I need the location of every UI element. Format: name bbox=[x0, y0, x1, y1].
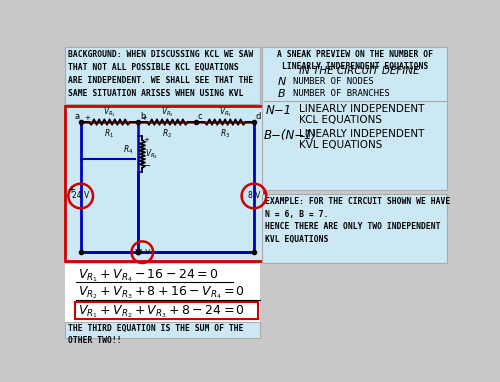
Text: 8 V: 8 V bbox=[248, 191, 260, 201]
FancyBboxPatch shape bbox=[66, 47, 260, 104]
Text: b: b bbox=[140, 112, 145, 121]
Text: NUMBER OF NODES: NUMBER OF NODES bbox=[293, 78, 374, 86]
Text: $V_{R_2} + V_{R_3} + 8 + 16 - V_{R_4} = 0$: $V_{R_2} + V_{R_3} + 8 + 16 - V_{R_4} = … bbox=[78, 285, 244, 301]
Text: $V_{R_1}$: $V_{R_1}$ bbox=[103, 105, 116, 119]
Text: $V_{R_4}$: $V_{R_4}$ bbox=[144, 147, 158, 161]
Text: KCL EQUATIONS: KCL EQUATIONS bbox=[298, 115, 382, 125]
Text: 24 V: 24 V bbox=[72, 191, 90, 201]
Text: LINEARLY INDEPENDENT: LINEARLY INDEPENDENT bbox=[298, 129, 424, 139]
Text: $V_{R_1} + V_{R_4} - 16 - 24 = 0$: $V_{R_1} + V_{R_4} - 16 - 24 = 0$ bbox=[78, 268, 218, 284]
Text: IN THE CIRCUIT DEFINE: IN THE CIRCUIT DEFINE bbox=[298, 66, 419, 76]
Text: $R_1$: $R_1$ bbox=[104, 128, 115, 140]
Text: NUMBER OF BRANCHES: NUMBER OF BRANCHES bbox=[293, 89, 390, 98]
Text: $R_3$: $R_3$ bbox=[220, 128, 230, 140]
Text: 16 V: 16 V bbox=[134, 249, 150, 255]
Text: +: + bbox=[84, 115, 90, 121]
FancyBboxPatch shape bbox=[262, 194, 447, 263]
Text: B: B bbox=[278, 89, 285, 99]
Text: N: N bbox=[278, 78, 286, 87]
Text: B−(N−1): B−(N−1) bbox=[264, 129, 317, 142]
Text: +: + bbox=[68, 185, 76, 195]
Text: −: − bbox=[143, 162, 150, 171]
FancyBboxPatch shape bbox=[66, 264, 260, 338]
FancyBboxPatch shape bbox=[74, 302, 258, 319]
FancyBboxPatch shape bbox=[66, 106, 264, 261]
Text: EXAMPLE: FOR THE CIRCUIT SHOWN WE HAVE
N = 6, B = 7.
HENCE THERE ARE ONLY TWO IN: EXAMPLE: FOR THE CIRCUIT SHOWN WE HAVE N… bbox=[266, 197, 450, 244]
Text: c: c bbox=[198, 112, 202, 121]
Text: a: a bbox=[74, 112, 79, 121]
Text: $V_{R_1} + V_{R_2} + V_{R_3} + 8 - 24 = 0$: $V_{R_1} + V_{R_2} + V_{R_3} + 8 - 24 = … bbox=[78, 304, 244, 320]
FancyBboxPatch shape bbox=[66, 322, 260, 338]
Text: d: d bbox=[256, 112, 261, 121]
Text: $R_2$: $R_2$ bbox=[162, 128, 172, 140]
FancyBboxPatch shape bbox=[262, 47, 447, 190]
Text: LINEARLY INDEPENDENT: LINEARLY INDEPENDENT bbox=[298, 104, 424, 114]
Text: THE THIRD EQUATION IS THE SUM OF THE
OTHER TWO!!: THE THIRD EQUATION IS THE SUM OF THE OTH… bbox=[68, 324, 243, 345]
Text: BACKGROUND: WHEN DISCUSSING KCL WE SAW
THAT NOT ALL POSSIBLE KCL EQUATIONS
ARE I: BACKGROUND: WHEN DISCUSSING KCL WE SAW T… bbox=[68, 50, 254, 98]
Text: N−1: N−1 bbox=[266, 104, 291, 117]
Text: +: + bbox=[143, 138, 149, 144]
Text: $R_4$: $R_4$ bbox=[122, 144, 133, 156]
Text: $V_{R_2}$: $V_{R_2}$ bbox=[161, 105, 174, 119]
Text: A SNEAK PREVIEW ON THE NUMBER OF
LINEARLY INDEPENDENT EQUATIONS: A SNEAK PREVIEW ON THE NUMBER OF LINEARL… bbox=[277, 50, 433, 71]
Text: KVL EQUATIONS: KVL EQUATIONS bbox=[298, 140, 382, 150]
Text: $V_{R_3}$: $V_{R_3}$ bbox=[218, 105, 232, 119]
Text: +: + bbox=[142, 115, 148, 121]
